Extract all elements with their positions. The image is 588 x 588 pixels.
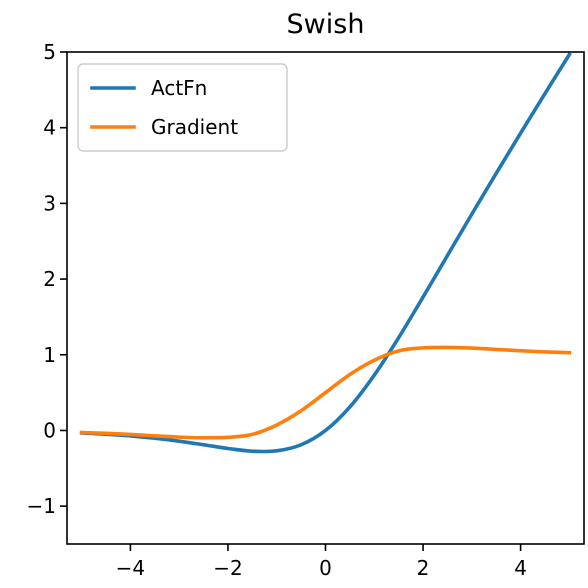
y-axis: −1 0 1 2 3 4 5 (27, 40, 67, 518)
y-tick-label: 3 (43, 191, 56, 215)
series-line-actfn (79, 52, 572, 454)
y-tick-label: 2 (43, 267, 56, 291)
x-tick-label: −4 (116, 556, 145, 580)
legend-box (77, 63, 288, 152)
y-tick-label: 1 (43, 343, 56, 367)
x-axis: −4 −2 0 2 4 (116, 544, 527, 580)
x-tick-label: 0 (319, 556, 332, 580)
y-tick-label: 5 (43, 40, 56, 64)
x-tick-label: −2 (213, 556, 242, 580)
x-tick-label: 2 (417, 556, 430, 580)
series-layer (79, 52, 572, 454)
chart-title: Swish (287, 9, 365, 40)
x-tick-label: 4 (514, 556, 527, 580)
y-tick-label: −1 (27, 494, 56, 518)
legend-label-actfn: ActFn (151, 76, 207, 100)
legend-label-gradient: Gradient (151, 115, 238, 139)
y-tick-label: 4 (43, 116, 56, 140)
legend: ActFn Gradient (77, 63, 288, 152)
series-line-gradient (79, 345, 572, 440)
y-tick-label: 0 (43, 418, 56, 442)
